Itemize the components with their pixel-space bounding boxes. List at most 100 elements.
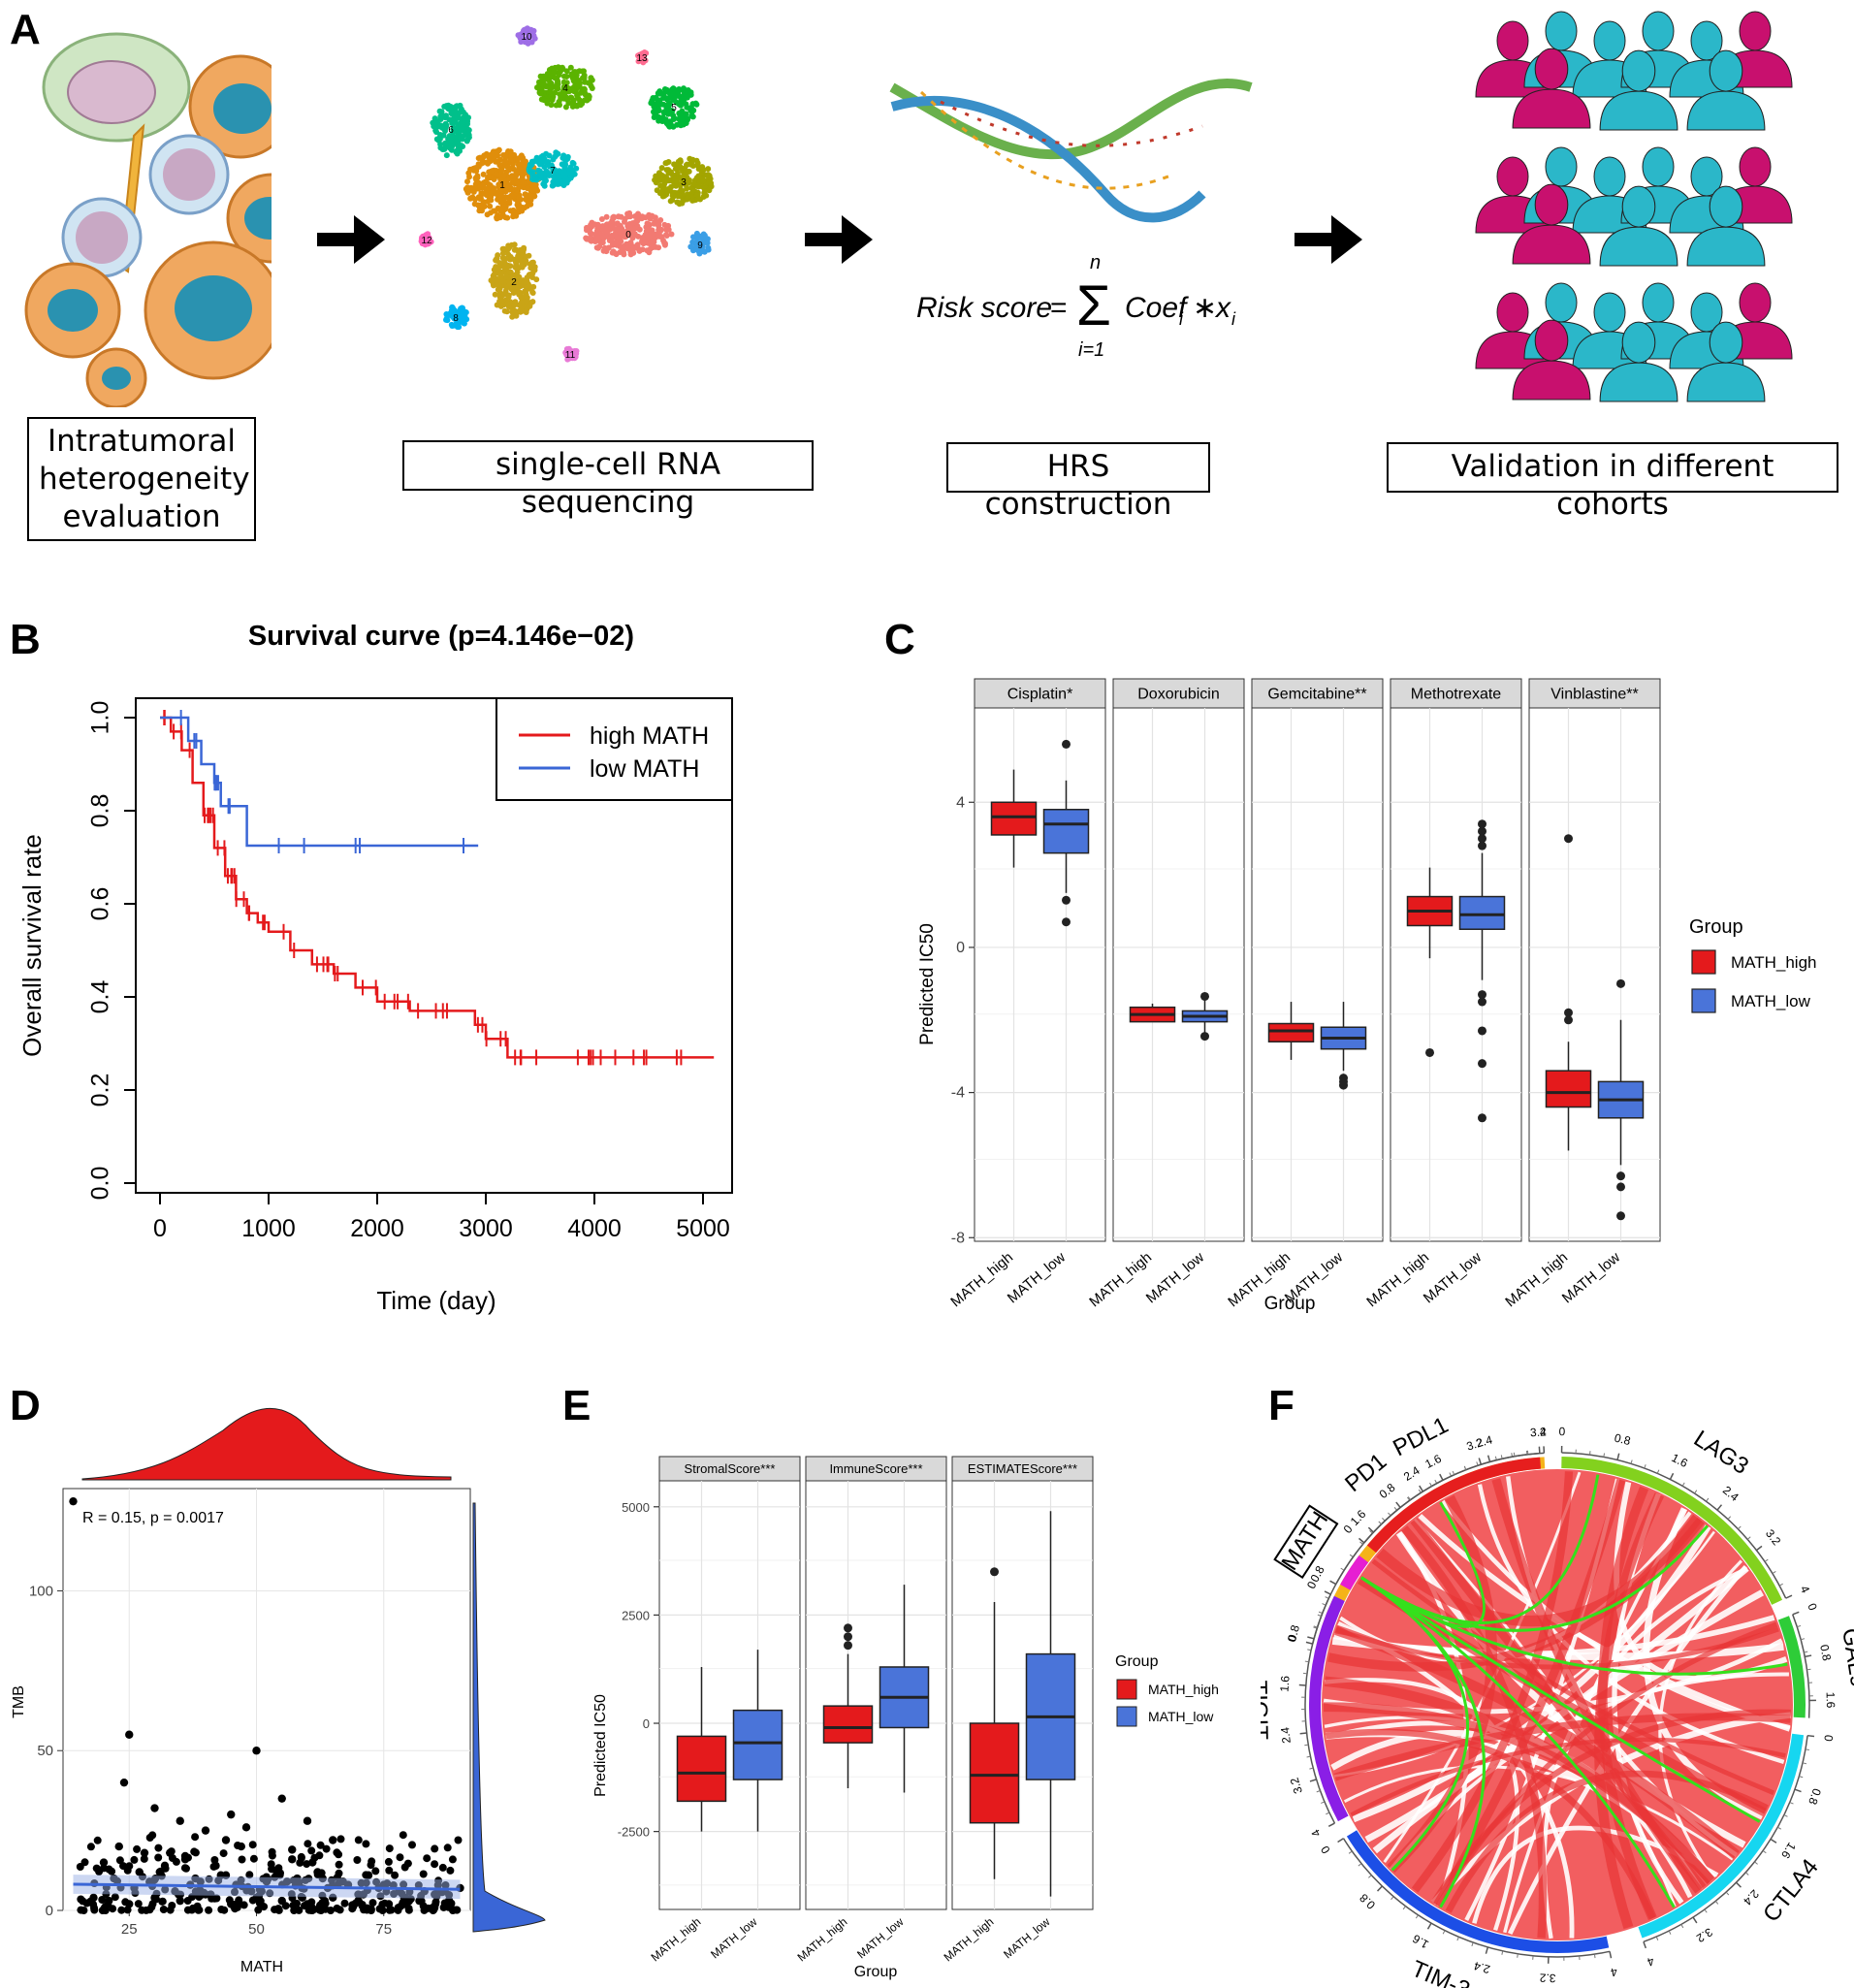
- scatter-point: [288, 1855, 297, 1864]
- scatter-point: [221, 1836, 231, 1844]
- y-tick-label: -2500: [618, 1825, 650, 1840]
- sector-minor-tick: [1725, 1891, 1730, 1896]
- tsne-point: [488, 151, 495, 158]
- tsne-point: [512, 257, 519, 264]
- tsne-point: [632, 213, 638, 219]
- sector-minor-tick: [1805, 1748, 1809, 1751]
- chord-link-math: [1360, 1576, 1761, 1823]
- cluster-label: 9: [697, 240, 703, 251]
- tsne-point: [626, 230, 633, 237]
- legend-swatch: [1691, 988, 1716, 1013]
- tsne-point: [507, 184, 514, 191]
- tsne-point: [457, 147, 463, 154]
- tsne-point: [487, 175, 494, 181]
- sector-minor-tick: [1588, 1451, 1591, 1456]
- tsne-point: [607, 220, 614, 227]
- tsne-point: [511, 241, 518, 248]
- cluster-label: 3: [681, 177, 687, 188]
- tsne-point: [500, 173, 507, 179]
- scatter-point: [313, 1868, 322, 1876]
- tsne-point: [489, 168, 495, 175]
- tsne-point: [665, 226, 672, 233]
- tsne-point: [662, 160, 669, 167]
- tsne-point: [498, 167, 505, 173]
- scatter-point-bg: [130, 1855, 139, 1864]
- tsne-point: [683, 162, 689, 169]
- tsne-point: [612, 231, 619, 238]
- tsne-point: [501, 307, 508, 314]
- tsne-point: [663, 233, 670, 239]
- box: [969, 1722, 1020, 1824]
- tsne-point: [705, 166, 712, 173]
- tsne-point: [563, 74, 570, 80]
- scatter-point-bg: [438, 1863, 447, 1872]
- sector-tick-label: 0: [1821, 1734, 1836, 1743]
- tsne-point: [520, 172, 527, 178]
- tsne-point: [599, 240, 606, 246]
- legend-label: MATH_high: [1148, 1682, 1219, 1697]
- tsne-point: [454, 315, 461, 322]
- sector-minor-tick: [1656, 1469, 1660, 1474]
- tsne-point: [653, 95, 659, 102]
- tsne-point: [708, 179, 715, 186]
- scatter-point-bg: [217, 1906, 226, 1913]
- sector-axis: [1304, 1593, 1336, 1824]
- tsne-point: [678, 121, 685, 128]
- scatter-point-bg: [168, 1902, 176, 1909]
- tsne-point: [508, 152, 515, 159]
- chart-title: Survival curve (p=4.146e−02): [248, 621, 634, 652]
- sector-tick: [1609, 1951, 1613, 1959]
- sector-arc: [1638, 1733, 1805, 1939]
- scatter-point-bg: [394, 1904, 402, 1912]
- scatter-point: [227, 1900, 236, 1908]
- sector-tick: [1755, 1545, 1763, 1552]
- sector-tick: [1395, 1501, 1401, 1508]
- tsne-point: [437, 141, 444, 147]
- scatter-point-bg: [335, 1850, 343, 1859]
- tsne-point: [632, 225, 639, 232]
- marginal-density-right: [472, 1502, 546, 1933]
- tsne-point: [575, 80, 582, 87]
- tsne-point: [657, 182, 664, 189]
- legend-title: Group: [1689, 916, 1743, 938]
- scatter-point-bg: [419, 1870, 428, 1878]
- category-label: MATH_high: [1086, 1249, 1155, 1310]
- tsne-point: [665, 89, 672, 96]
- tsne-point: [677, 163, 684, 170]
- tsne-point: [560, 152, 567, 159]
- sector-minor-tick: [1746, 1536, 1751, 1540]
- tsne-point: [551, 174, 557, 180]
- scatter-point-bg: [431, 1844, 439, 1853]
- category-label: MATH_high: [795, 1915, 850, 1965]
- tsne-point: [586, 236, 592, 241]
- scatter-point: [99, 1858, 109, 1867]
- tsne-point: [448, 146, 455, 153]
- tsne-point: [603, 213, 610, 220]
- tsne-point: [448, 138, 455, 144]
- math-tmb-scatter-chart: 25 50 75 0 50 100 R = 0.15, p = 0.0017 MATH TMB: [11, 1407, 546, 1975]
- scatter-point-bg: [159, 1906, 168, 1913]
- tsne-point: [517, 247, 523, 253]
- tsne-point: [472, 196, 478, 203]
- outlier-point: [1062, 917, 1071, 927]
- tsne-point: [598, 216, 605, 222]
- facet-label: Cisplatin*: [1007, 686, 1073, 702]
- tsne-point: [675, 89, 682, 96]
- sector-minor-tick: [1806, 1668, 1811, 1671]
- scatter-point: [176, 1896, 184, 1906]
- tsne-point: [516, 307, 523, 314]
- scatter-point: [252, 1747, 261, 1755]
- tsne-point: [692, 100, 699, 107]
- sector-label: TIGIT: [1261, 1680, 1272, 1740]
- sector-tick-label: 1.6: [1670, 1451, 1690, 1470]
- tsne-point: [488, 277, 495, 284]
- scatter-point-bg: [154, 1844, 163, 1852]
- tsne-point: [448, 321, 455, 328]
- scatter-point: [277, 1794, 286, 1803]
- scatter-point: [364, 1871, 373, 1879]
- x-tick-label: 25: [121, 1921, 138, 1938]
- sector-tick: [1419, 1485, 1424, 1492]
- scatter-point-bg: [235, 1896, 243, 1905]
- facet-panel: [658, 1480, 801, 1910]
- tsne-point: [557, 177, 563, 184]
